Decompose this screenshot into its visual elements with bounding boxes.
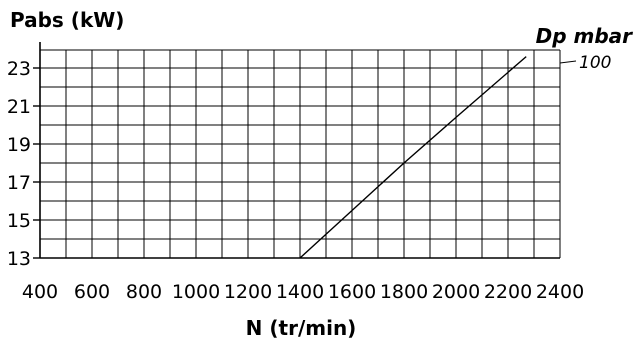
- y-tick-label: 15: [7, 210, 31, 232]
- y-tick-label: 17: [7, 172, 31, 194]
- series-line: [299, 56, 527, 259]
- secondary-axis-label: Dp mbar: [536, 24, 633, 48]
- y-tick-label: 21: [7, 96, 31, 118]
- x-tick-label: 800: [126, 281, 162, 303]
- x-tick-label: 2000: [432, 281, 480, 303]
- y-tick-label: 13: [7, 248, 31, 270]
- y-tick-label: 23: [7, 58, 31, 80]
- y-axis-label: Pabs (kW): [10, 8, 124, 32]
- x-tick-label: 1800: [380, 281, 428, 303]
- x-tick-label: 1000: [172, 281, 220, 303]
- x-tick-label: 2200: [484, 281, 532, 303]
- x-tick-label: 1600: [328, 281, 376, 303]
- y-tick-label: 19: [7, 134, 31, 156]
- x-tick-label: 1400: [276, 281, 324, 303]
- axes: [33, 42, 561, 259]
- x-axis-label: N (tr/min): [246, 316, 357, 340]
- x-tick-label: 2400: [536, 281, 584, 303]
- curve-label-leader: [559, 60, 577, 64]
- x-tick-label: 400: [22, 281, 58, 303]
- series-layer: 100: [299, 53, 611, 259]
- x-tick-label: 1200: [224, 281, 272, 303]
- tick-labels: 13 15 17 19 21 23 400 600 800 1000 1200 1400 1600 180…: [7, 58, 584, 303]
- grid: [40, 50, 560, 258]
- curve-label: 100: [579, 53, 611, 73]
- x-tick-label: 600: [74, 281, 110, 303]
